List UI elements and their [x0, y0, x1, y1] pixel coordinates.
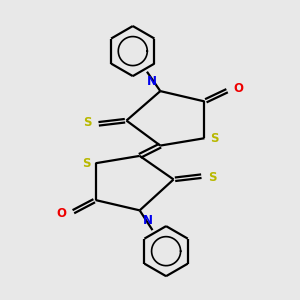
Text: O: O [57, 207, 67, 220]
Text: N: N [147, 75, 157, 88]
Text: S: S [208, 171, 217, 184]
Text: S: S [82, 157, 90, 170]
Text: O: O [234, 82, 244, 95]
Text: S: S [83, 116, 92, 129]
Text: S: S [210, 132, 218, 145]
Text: N: N [143, 214, 153, 227]
